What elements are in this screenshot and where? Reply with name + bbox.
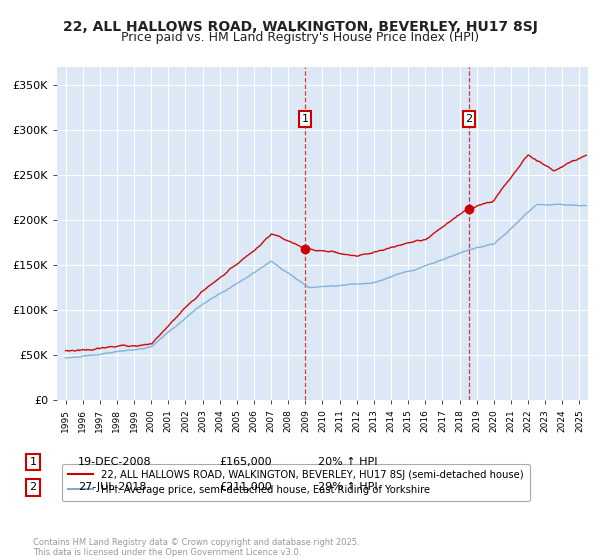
Text: 1: 1 bbox=[301, 114, 308, 124]
Text: £165,000: £165,000 bbox=[219, 457, 272, 467]
Text: 19-DEC-2008: 19-DEC-2008 bbox=[78, 457, 152, 467]
Text: 20% ↑ HPI: 20% ↑ HPI bbox=[318, 457, 377, 467]
Text: 29% ↑ HPI: 29% ↑ HPI bbox=[318, 482, 377, 492]
Text: 2: 2 bbox=[466, 114, 473, 124]
Legend: 22, ALL HALLOWS ROAD, WALKINGTON, BEVERLEY, HU17 8SJ (semi-detached house), HPI:: 22, ALL HALLOWS ROAD, WALKINGTON, BEVERL… bbox=[62, 464, 530, 501]
Text: Contains HM Land Registry data © Crown copyright and database right 2025.
This d: Contains HM Land Registry data © Crown c… bbox=[33, 538, 359, 557]
Text: 27-JUL-2018: 27-JUL-2018 bbox=[78, 482, 146, 492]
Text: £211,000: £211,000 bbox=[219, 482, 272, 492]
Text: Price paid vs. HM Land Registry's House Price Index (HPI): Price paid vs. HM Land Registry's House … bbox=[121, 31, 479, 44]
Text: 1: 1 bbox=[29, 457, 37, 467]
Text: 2: 2 bbox=[29, 482, 37, 492]
Text: 22, ALL HALLOWS ROAD, WALKINGTON, BEVERLEY, HU17 8SJ: 22, ALL HALLOWS ROAD, WALKINGTON, BEVERL… bbox=[62, 20, 538, 34]
